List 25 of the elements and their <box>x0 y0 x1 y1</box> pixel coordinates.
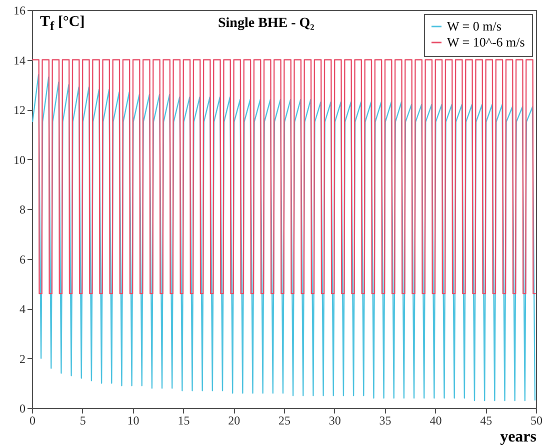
y-tick-label: 8 <box>20 202 26 216</box>
y-tick-label: 14 <box>14 53 26 68</box>
x-axis-title: years <box>500 428 536 446</box>
legend-label: W = 10^-6 m/s <box>447 34 525 50</box>
chart-title: Single BHE - Q₂ <box>218 16 314 32</box>
y-tick-label: 12 <box>14 103 26 117</box>
x-tick-label: 15 <box>178 414 190 428</box>
x-tick-label: 0 <box>30 414 36 428</box>
x-tick-label: 50 <box>530 414 542 428</box>
y-tick-label: 4 <box>20 302 26 316</box>
x-tick-label: 5 <box>80 414 86 428</box>
x-tick-label: 40 <box>430 414 442 428</box>
x-tick-label: 30 <box>328 414 341 428</box>
x-tick-label: 10 <box>127 414 140 428</box>
x-tick-label: 45 <box>480 414 492 428</box>
y-tick-label: 0 <box>20 402 26 416</box>
y-tick-label: 2 <box>20 352 26 366</box>
x-tick-label: 20 <box>228 414 240 428</box>
y-axis-title: T$_{f}$ [°C] <box>40 14 85 34</box>
legend-label: W = 0 m/s <box>447 18 502 34</box>
y-tick-label: 6 <box>20 252 26 266</box>
x-tick-label: 25 <box>278 414 290 428</box>
x-tick-label: 35 <box>379 414 392 428</box>
y-tick-label: 10 <box>14 152 26 167</box>
y-tick-label: 16 <box>14 4 26 18</box>
